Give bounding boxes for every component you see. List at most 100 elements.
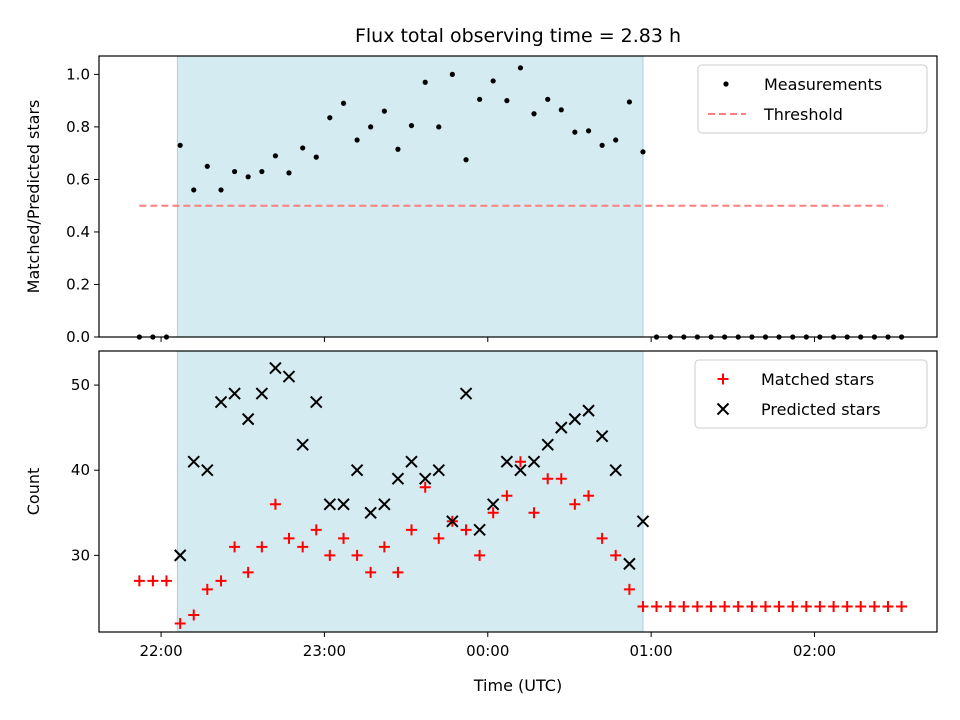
data-point: [501, 490, 513, 502]
legend: Matched stars Predicted stars: [694, 359, 928, 429]
chart-title: Flux total observing time = 2.83 h: [355, 25, 681, 47]
data-point: [255, 387, 269, 400]
x-tick-label: 02:00: [793, 642, 836, 660]
data-point: [463, 157, 469, 163]
data-point: [327, 115, 333, 121]
data-point: [896, 600, 908, 612]
data-point: [609, 464, 622, 477]
legend-swatch: [716, 402, 730, 416]
x-tick-label: 23:00: [303, 642, 346, 660]
legend-box: [694, 359, 928, 429]
data-point: [460, 524, 472, 536]
data-point: [514, 456, 526, 468]
data-point: [313, 154, 319, 160]
data-point: [504, 98, 510, 104]
data-point: [408, 122, 415, 129]
data-point: [486, 498, 500, 511]
data-point: [569, 498, 581, 510]
data-point: [338, 532, 350, 544]
data-point: [814, 600, 826, 612]
data-point: [555, 473, 567, 485]
y-tick-label: 0.6: [66, 170, 90, 188]
data-point: [419, 481, 431, 493]
data-point: [637, 600, 649, 612]
data-point: [705, 600, 717, 612]
data-point: [242, 566, 254, 578]
data-point: [282, 370, 296, 383]
data-point: [147, 575, 159, 587]
data-point: [595, 429, 609, 443]
data-point: [572, 129, 578, 135]
data-point: [218, 187, 224, 193]
data-point: [241, 412, 255, 426]
legend-box: [697, 64, 928, 134]
data-point: [354, 137, 360, 143]
y-tick-label: 0.0: [66, 328, 90, 346]
data-point: [364, 506, 377, 519]
data-point: [596, 532, 608, 544]
data-point: [160, 575, 172, 587]
data-point: [256, 541, 268, 553]
data-point: [297, 541, 309, 553]
data-point: [405, 455, 418, 468]
data-point: [228, 387, 241, 400]
data-point: [568, 412, 582, 426]
data-point: [368, 124, 374, 130]
data-point: [350, 464, 364, 477]
data-point: [800, 600, 812, 612]
data-point: [719, 600, 731, 612]
data-point: [245, 174, 251, 180]
x-axis-label: Time (UTC): [473, 676, 562, 695]
data-point: [855, 600, 867, 612]
data-point: [868, 600, 880, 612]
data-point: [378, 498, 391, 511]
data-point: [490, 78, 496, 84]
data-point: [517, 65, 524, 71]
data-point: [188, 609, 200, 621]
y-tick-label: 0.4: [66, 223, 90, 241]
data-point: [340, 100, 347, 106]
y-tick-label: 1.0: [66, 65, 90, 83]
data-point: [459, 387, 473, 400]
data-point: [473, 523, 486, 537]
series-matched-stars: [133, 456, 908, 629]
data-point: [841, 600, 853, 612]
legend: Measurements Threshold: [697, 64, 928, 134]
data-point: [583, 490, 595, 502]
data-point: [599, 142, 605, 148]
y-axis-label: Count: [24, 468, 43, 516]
data-point: [582, 404, 595, 417]
legend-swatch: [723, 81, 729, 87]
observing-window-band: [176, 55, 644, 338]
data-point: [773, 600, 785, 612]
data-point: [613, 137, 619, 143]
data-point: [732, 600, 744, 612]
data-point: [174, 617, 186, 629]
data-point: [201, 583, 213, 595]
data-point: [381, 108, 387, 114]
data-point: [787, 600, 799, 612]
data-point: [449, 71, 455, 77]
data-point: [446, 515, 459, 528]
data-point: [405, 524, 417, 536]
data-point: [272, 153, 279, 159]
data-point: [204, 163, 210, 169]
data-point: [269, 361, 282, 375]
data-point: [477, 96, 483, 102]
data-point: [231, 168, 238, 175]
data-point: [323, 498, 337, 511]
x-tick-label: 22:00: [139, 642, 182, 660]
data-point: [177, 142, 183, 148]
data-point: [296, 438, 309, 451]
data-point: [651, 600, 663, 612]
data-point: [527, 455, 541, 468]
axes-frame: [98, 350, 938, 633]
data-point: [828, 600, 840, 612]
data-point: [214, 395, 228, 409]
data-point: [474, 549, 486, 561]
data-point: [351, 549, 363, 561]
data-point: [585, 128, 592, 134]
data-point: [365, 566, 377, 578]
data-point: [286, 170, 292, 176]
